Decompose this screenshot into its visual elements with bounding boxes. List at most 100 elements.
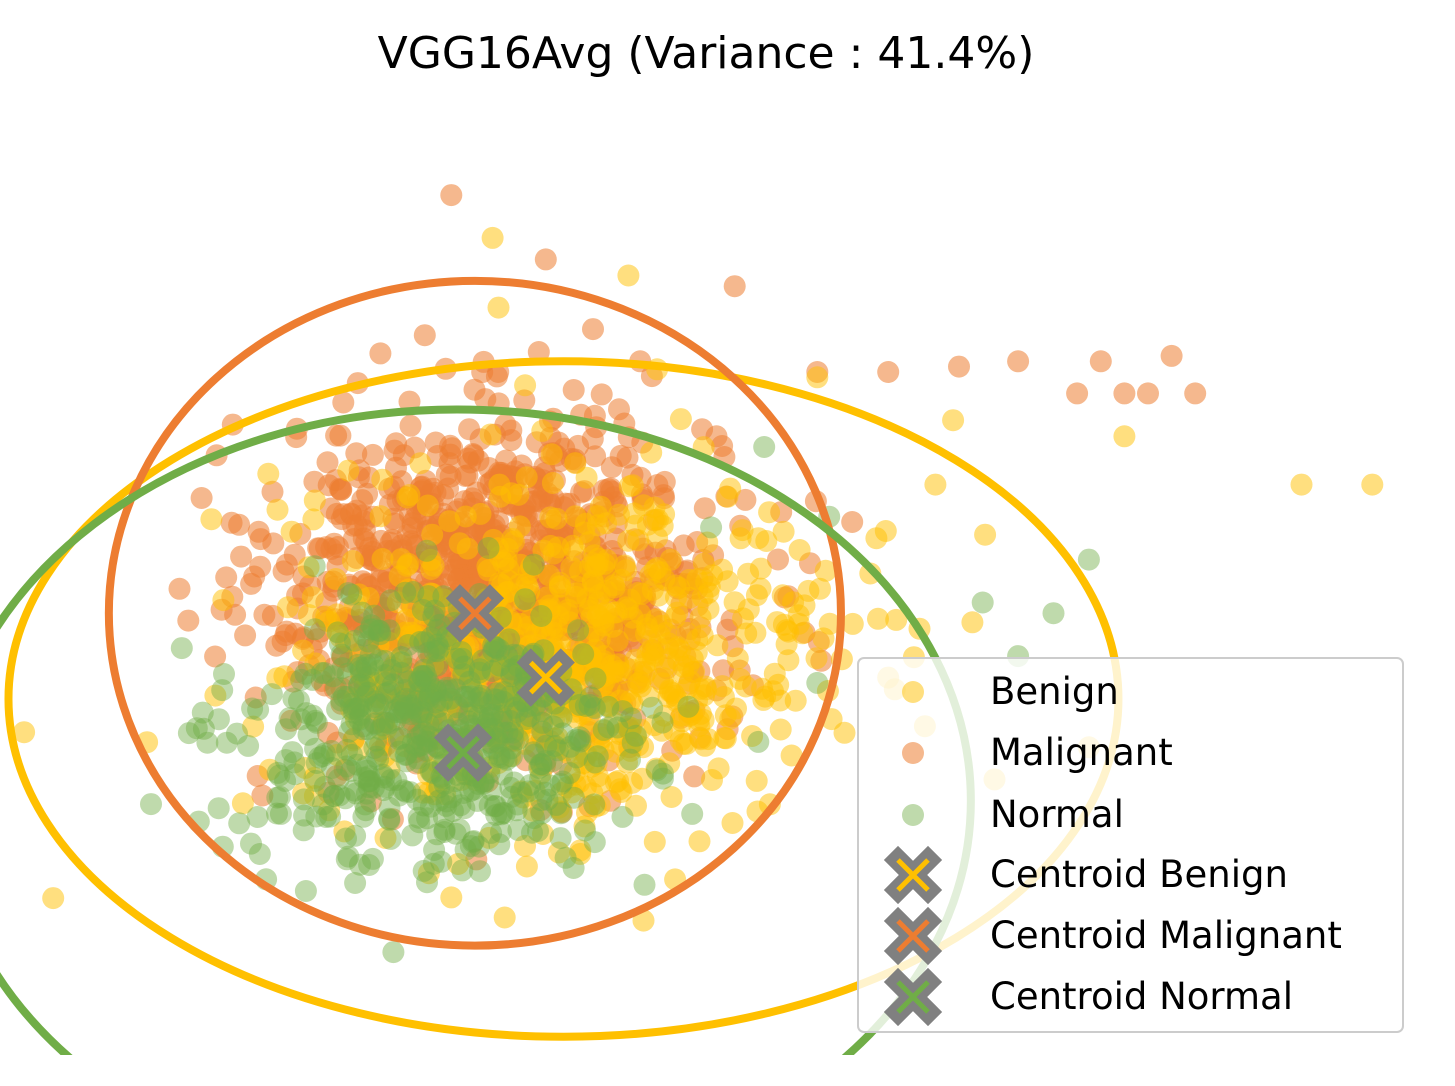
point-normal <box>483 795 506 818</box>
point-benign <box>412 602 435 625</box>
point-benign <box>438 510 461 533</box>
point-normal <box>333 685 355 708</box>
point-benign <box>514 374 537 397</box>
point-normal <box>290 668 313 691</box>
point-normal <box>500 785 523 808</box>
point-normal <box>482 640 505 663</box>
point-benign <box>564 452 587 475</box>
point-benign <box>671 710 694 733</box>
point-normal <box>459 685 482 708</box>
point-normal <box>493 681 516 704</box>
point-normal <box>338 720 361 743</box>
point-malignant <box>1160 344 1183 367</box>
point-normal <box>406 788 428 811</box>
point-malignant <box>244 686 267 709</box>
point-benign <box>342 729 365 752</box>
point-normal <box>423 599 446 622</box>
point-benign <box>772 520 795 543</box>
point-normal <box>349 704 372 726</box>
point-benign <box>416 494 439 517</box>
point-normal <box>394 581 417 604</box>
point-benign <box>341 550 364 572</box>
point-benign <box>1290 473 1313 496</box>
point-benign <box>606 629 629 652</box>
point-malignant <box>1089 350 1112 373</box>
point-benign <box>303 785 326 807</box>
point-benign <box>388 565 411 588</box>
point-normal <box>394 679 417 702</box>
point-normal <box>304 709 327 732</box>
point-normal <box>274 769 297 792</box>
point-normal <box>441 800 464 823</box>
point-normal <box>294 662 317 685</box>
point-benign <box>280 520 303 543</box>
point-normal <box>806 671 829 694</box>
point-malignant <box>313 674 336 697</box>
point-normal <box>481 703 504 726</box>
point-normal <box>538 774 561 797</box>
point-malignant <box>1137 382 1159 405</box>
point-normal <box>495 748 518 771</box>
point-normal <box>310 662 333 684</box>
point-normal <box>415 539 438 562</box>
point-benign <box>974 523 997 546</box>
chart-title: VGG16Avg (Variance : 41.4%) <box>378 28 1035 79</box>
point-normal <box>402 581 425 603</box>
point-normal <box>416 871 438 894</box>
point-benign <box>814 559 837 582</box>
point-benign <box>440 688 463 711</box>
point-normal <box>390 651 413 674</box>
point-benign <box>522 799 545 822</box>
point-benign <box>476 555 499 578</box>
point-normal <box>514 588 537 611</box>
point-normal <box>409 630 432 653</box>
point-benign <box>549 627 572 650</box>
point-benign <box>688 830 711 853</box>
point-benign <box>586 553 609 576</box>
point-normal <box>357 665 380 688</box>
point-benign <box>374 827 397 849</box>
point-benign <box>712 686 735 708</box>
point-benign <box>497 569 520 592</box>
point-benign <box>777 649 800 672</box>
point-normal <box>522 741 545 764</box>
point-normal <box>426 696 449 718</box>
point-benign <box>589 495 612 518</box>
point-normal <box>354 685 377 707</box>
point-benign <box>788 539 811 561</box>
point-normal <box>515 708 538 730</box>
point-benign <box>651 514 674 537</box>
point-normal <box>394 780 417 803</box>
point-benign <box>276 596 299 619</box>
point-normal <box>490 704 513 727</box>
series-normal <box>140 436 1100 964</box>
point-benign <box>538 600 561 622</box>
point-normal <box>328 784 351 807</box>
point-normal <box>378 807 401 830</box>
point-normal <box>478 693 501 716</box>
point-benign <box>809 577 831 600</box>
point-normal <box>371 693 393 716</box>
centroid-layer <box>433 584 575 782</box>
point-normal <box>350 695 373 717</box>
point-normal <box>544 735 566 757</box>
point-normal <box>399 703 422 726</box>
point-normal <box>435 794 458 817</box>
point-benign <box>315 605 338 628</box>
point-normal <box>359 644 382 667</box>
point-normal <box>467 704 490 727</box>
point-normal <box>452 782 475 804</box>
point-normal <box>374 649 396 672</box>
point-benign <box>632 494 655 517</box>
point-normal <box>185 717 208 740</box>
point-normal <box>485 636 508 659</box>
point-benign <box>531 419 554 442</box>
point-normal <box>360 614 383 637</box>
point-benign <box>381 678 404 701</box>
point-normal <box>747 730 770 753</box>
point-normal <box>356 718 379 741</box>
point-normal <box>407 701 430 724</box>
point-normal <box>240 832 262 855</box>
point-normal <box>337 582 360 605</box>
point-benign <box>924 473 947 496</box>
